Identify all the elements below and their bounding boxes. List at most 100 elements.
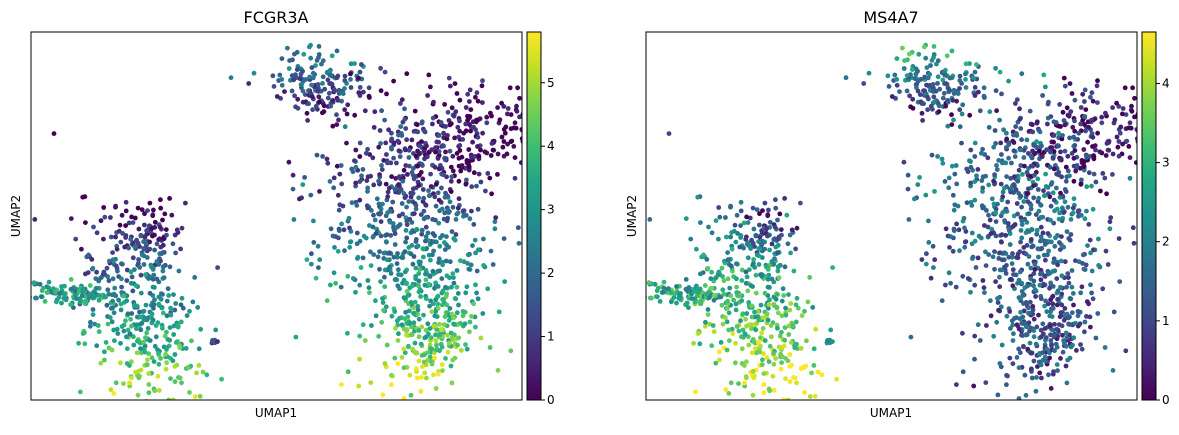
cell-point [151, 285, 156, 290]
cell-point [164, 367, 169, 372]
cell-point [393, 326, 398, 331]
cell-point [1080, 261, 1085, 266]
cell-point [175, 228, 180, 233]
cell-point [370, 155, 375, 160]
cell-point [290, 73, 295, 78]
cell-point [1084, 184, 1089, 189]
cell-point [468, 88, 473, 93]
cell-point [986, 213, 991, 218]
cell-point [998, 70, 1003, 75]
cell-point [916, 89, 921, 94]
cell-point [684, 277, 689, 282]
cell-point [480, 78, 485, 83]
cell-point [410, 138, 415, 143]
cell-point [392, 309, 397, 314]
cell-point [315, 153, 320, 158]
cell-point [1000, 257, 1005, 262]
cell-point [434, 386, 439, 391]
cell-point [1126, 144, 1131, 149]
cell-point [114, 380, 119, 385]
scatter-points [5, 27, 596, 431]
cell-point [991, 179, 996, 184]
cell-point [364, 178, 369, 183]
cell-point [404, 137, 409, 142]
cell-point [367, 290, 372, 295]
cell-point [753, 346, 758, 351]
cell-point [765, 420, 770, 425]
cell-point [5, 283, 10, 288]
cell-point [292, 52, 297, 57]
cell-point [252, 71, 257, 76]
cell-point [922, 45, 927, 50]
cell-point [453, 81, 458, 86]
cell-point [127, 363, 132, 368]
cell-point [94, 286, 99, 291]
cell-point [830, 339, 835, 344]
cell-point [279, 77, 284, 82]
cell-point [999, 182, 1004, 187]
cell-point [434, 204, 439, 209]
cell-point [1080, 92, 1085, 97]
cell-point [391, 221, 396, 226]
cell-point [350, 200, 355, 205]
cell-point [1082, 114, 1087, 119]
cell-point [1052, 322, 1057, 327]
cell-point [778, 352, 783, 357]
cell-point [941, 96, 946, 101]
cell-point [1039, 203, 1044, 208]
cell-point [755, 253, 760, 258]
cell-point [83, 272, 88, 277]
cell-point [424, 225, 429, 230]
cell-point [936, 74, 941, 79]
cell-point [974, 173, 979, 178]
cell-point [985, 155, 990, 160]
cell-point [197, 346, 202, 351]
cell-point [493, 215, 498, 220]
cell-point [709, 343, 714, 348]
cell-point [940, 298, 945, 303]
cell-point [355, 231, 360, 236]
cell-point [1072, 196, 1077, 201]
cell-point [1043, 326, 1048, 331]
cell-point [1064, 285, 1069, 290]
cell-point [1059, 174, 1064, 179]
cell-point [1113, 117, 1118, 122]
cell-point [1160, 137, 1165, 142]
cell-point [967, 158, 972, 163]
cell-point [751, 369, 756, 374]
cell-point [754, 291, 759, 296]
cell-point [359, 173, 364, 178]
cell-point [999, 92, 1004, 97]
cell-point [443, 285, 448, 290]
cell-point [765, 312, 770, 317]
cell-point [973, 70, 978, 75]
cell-point [964, 61, 969, 66]
cell-point [739, 298, 744, 303]
cell-point [343, 74, 348, 79]
cell-point [383, 361, 388, 366]
cell-point [1051, 140, 1056, 145]
cell-point [1087, 170, 1092, 175]
cell-point [437, 348, 442, 353]
cell-point [559, 119, 564, 124]
cell-point [358, 93, 363, 98]
cell-point [416, 244, 421, 249]
cell-point [141, 340, 146, 345]
cell-point [825, 338, 830, 343]
cell-point [463, 321, 468, 326]
cell-point [929, 276, 934, 281]
cell-point [1110, 105, 1115, 110]
cell-point [795, 296, 800, 301]
cell-point [473, 325, 478, 330]
cell-point [152, 297, 157, 302]
cell-point [999, 152, 1004, 157]
cell-point [471, 125, 476, 130]
cell-point [1166, 105, 1171, 110]
cell-point [423, 272, 428, 277]
cell-point [440, 143, 445, 148]
cell-point [770, 259, 775, 264]
cell-point [116, 298, 121, 303]
cell-point [1040, 350, 1045, 355]
cell-point [1004, 145, 1009, 150]
cell-point [987, 109, 992, 114]
